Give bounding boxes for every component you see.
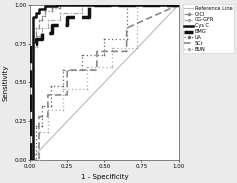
Y-axis label: Sensitivity: Sensitivity [3,64,9,101]
Legend: Reference Line, CrCl, CG-GFR, Cys C, BMG, UA, SCr, BUN: Reference Line, CrCl, CG-GFR, Cys C, BMG… [183,4,234,53]
X-axis label: 1 - Specificity: 1 - Specificity [81,174,128,180]
